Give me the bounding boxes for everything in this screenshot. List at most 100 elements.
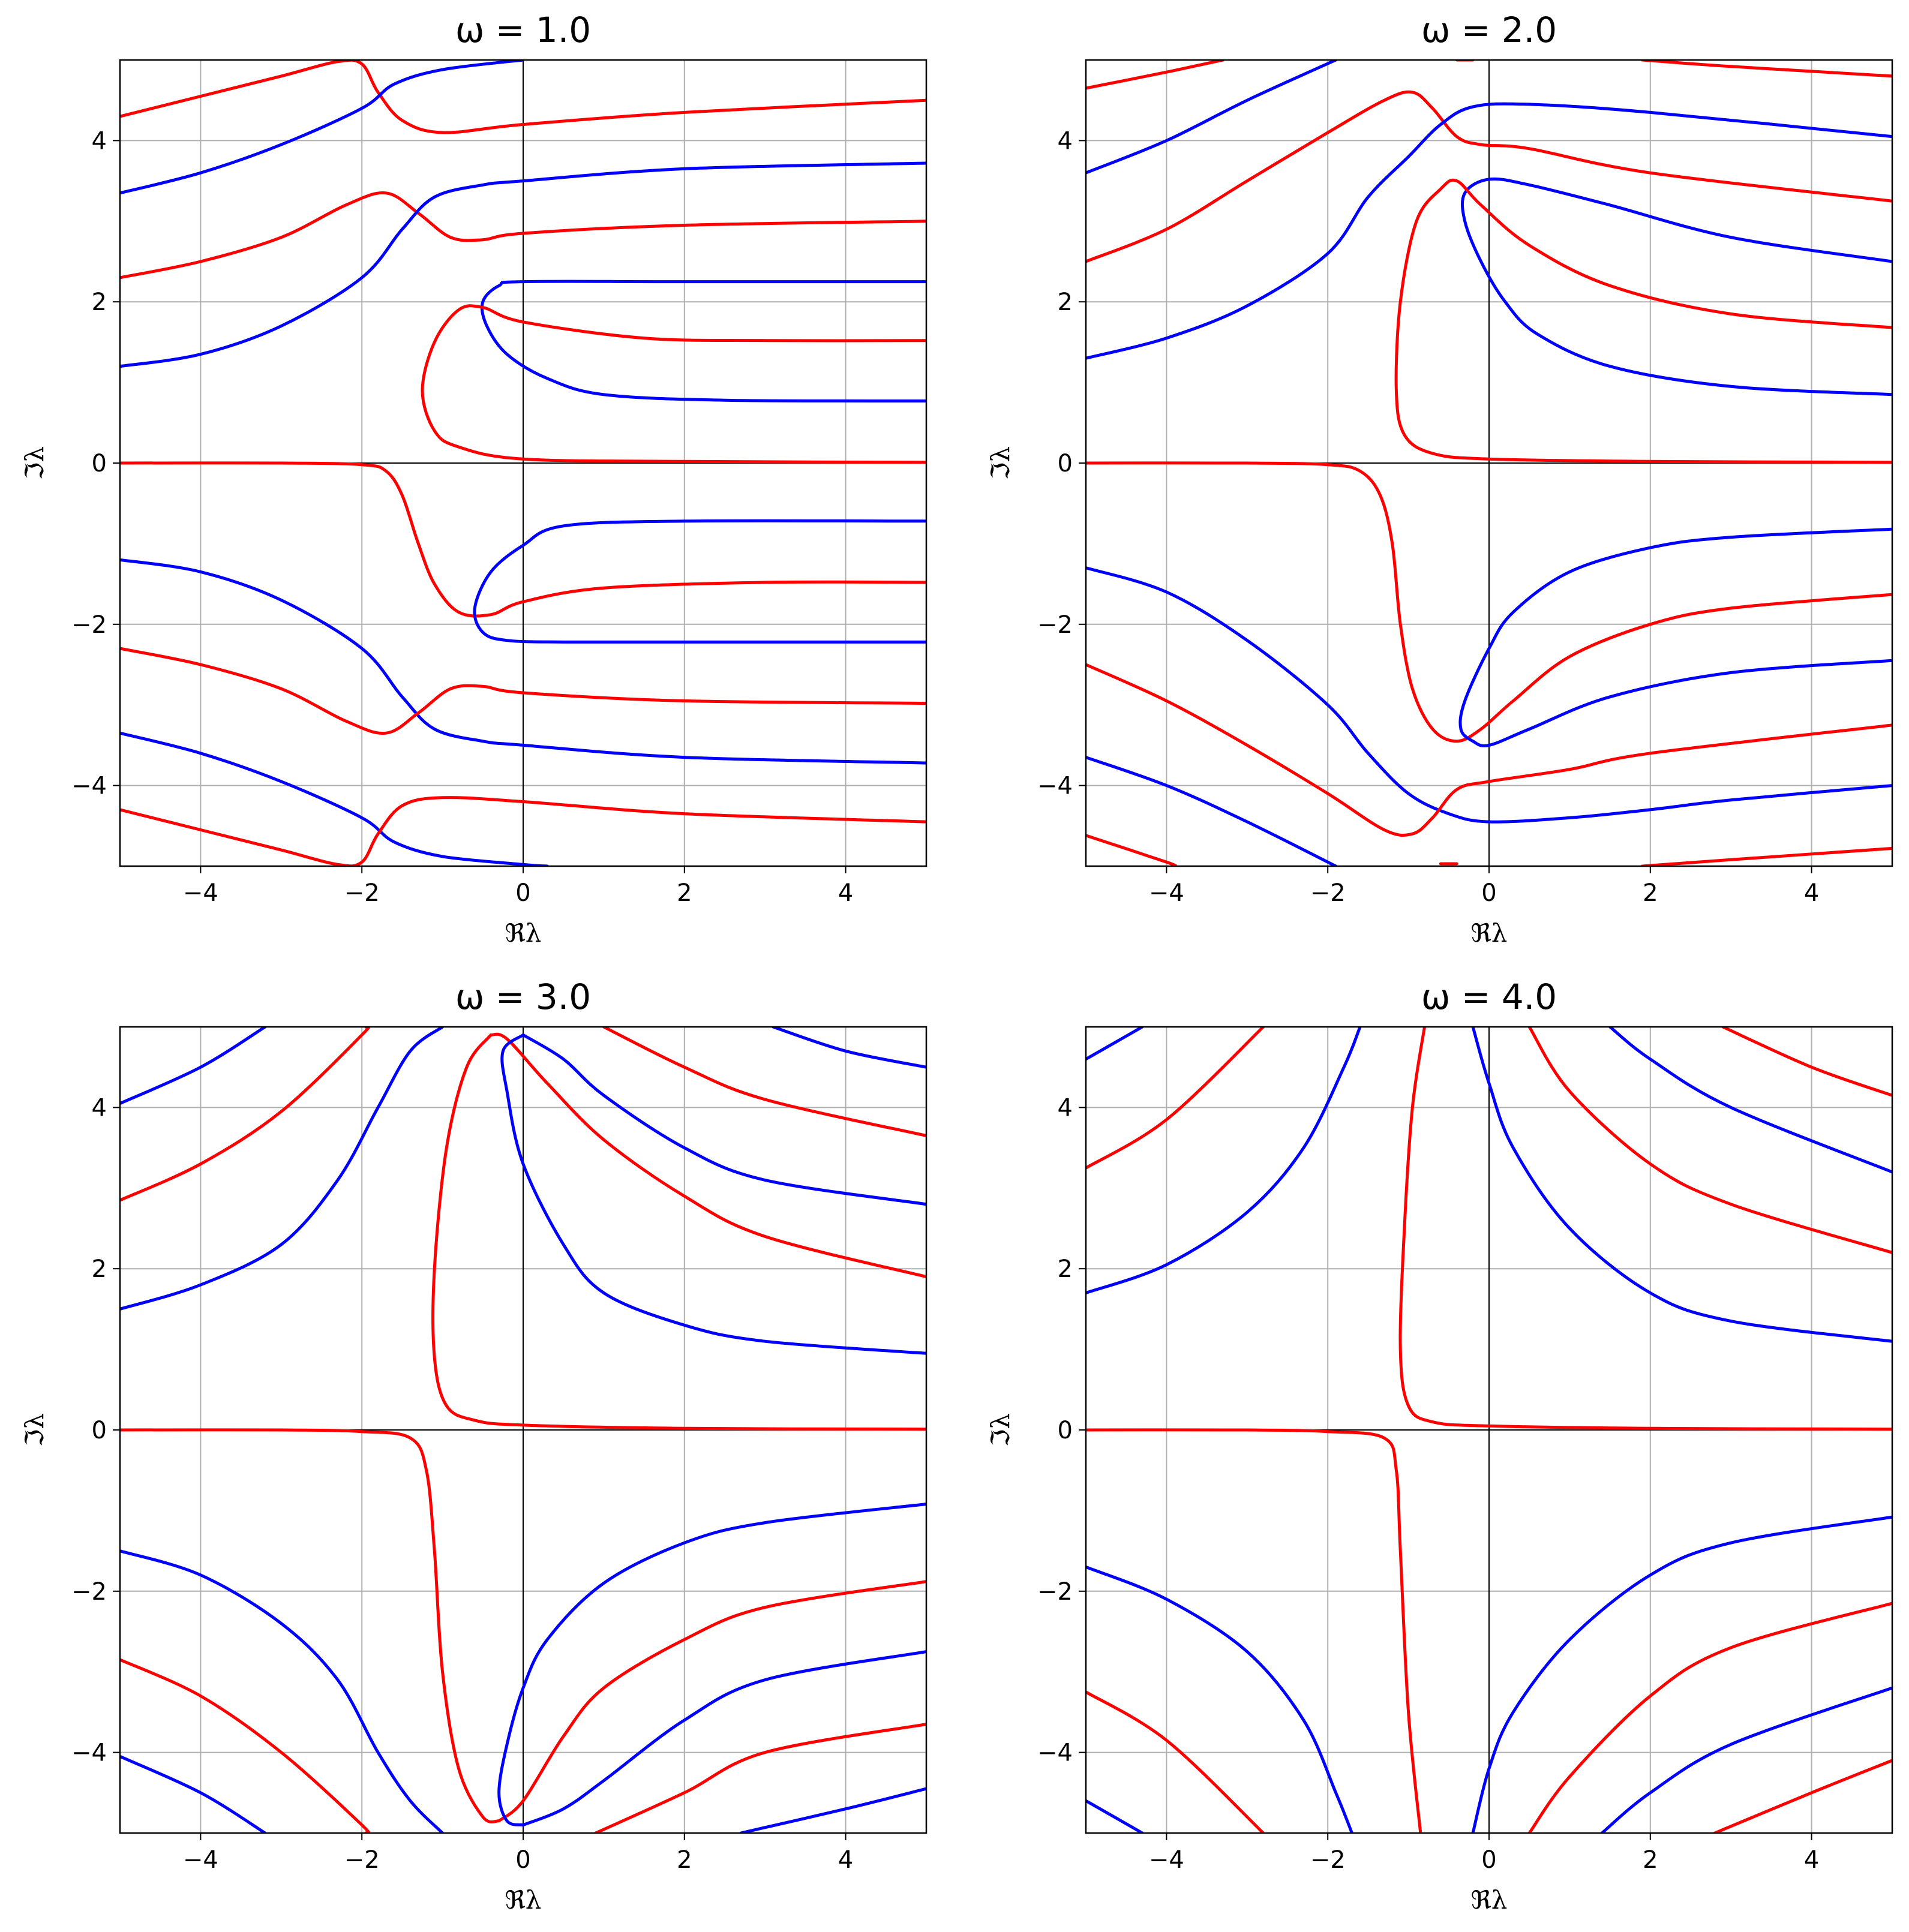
- curves: [120, 1027, 926, 1833]
- subplot-omega-3: ω = 3.0 ℜλ ℑλ −4 −2 0 2 4 4 2 0 −2 −4: [20, 976, 928, 1915]
- red-curve: [1086, 1428, 1422, 1833]
- ticks: −4 −2 0 2 4 4 2 0 −2 −4: [71, 1094, 853, 1874]
- red-curve: [120, 60, 926, 134]
- x-axis-label: ℜλ: [1471, 918, 1508, 948]
- red-curve: [1640, 60, 1892, 78]
- x-tick-label: 4: [838, 1846, 853, 1874]
- x-tick-label: 0: [515, 1846, 530, 1874]
- red-curve: [1713, 1759, 1892, 1833]
- blue-curve: [1471, 1027, 1892, 1343]
- subplot-title: ω = 1.0: [455, 10, 591, 50]
- blue-curve: [120, 1549, 445, 1833]
- x-tick-label: 4: [1804, 879, 1819, 907]
- red-curve: [1527, 1602, 1892, 1833]
- y-tick-label: −4: [71, 1739, 107, 1767]
- ticks: −4 −2 0 2 4 4 2 0 −2 −4: [1037, 1094, 1819, 1874]
- blue-curve: [1086, 60, 1338, 175]
- blue-curve: [1086, 566, 1892, 824]
- blue-curve: [120, 1754, 267, 1833]
- x-axis-label: ℜλ: [1471, 1885, 1508, 1915]
- x-tick-label: −4: [1149, 1846, 1184, 1874]
- blue-curve: [1086, 756, 1338, 866]
- red-curve: [1086, 90, 1892, 263]
- blue-curve: [1471, 1515, 1892, 1833]
- y-tick-label: −4: [1037, 1739, 1073, 1767]
- y-tick-label: 4: [1058, 127, 1073, 155]
- x-tick-label: −2: [1310, 879, 1346, 907]
- y-tick-label: −2: [1037, 1578, 1073, 1606]
- red-curve: [1721, 1027, 1892, 1097]
- curves: [1086, 1027, 1892, 1833]
- blue-curve: [772, 1027, 926, 1069]
- red-curve: [120, 191, 926, 280]
- y-axis-label: ℑλ: [20, 446, 49, 480]
- subplot-title: ω = 2.0: [1421, 10, 1557, 50]
- x-tick-label: 0: [1481, 879, 1496, 907]
- blue-curve: [521, 1033, 926, 1206]
- subplot-title: ω = 4.0: [1421, 976, 1557, 1017]
- red-curve: [1398, 1027, 1892, 1431]
- x-tick-label: −2: [1310, 1846, 1346, 1874]
- subplot-title: ω = 3.0: [455, 976, 591, 1017]
- red-curve: [1640, 846, 1892, 866]
- blue-curve: [1086, 1027, 1362, 1294]
- red-curve: [1394, 178, 1892, 464]
- blue-curve: [1086, 1566, 1353, 1833]
- x-tick-label: −2: [344, 879, 380, 907]
- blue-curve: [521, 1650, 926, 1827]
- blue-curve: [1600, 1686, 1892, 1833]
- y-tick-label: −2: [71, 1578, 107, 1606]
- x-tick-label: −4: [183, 879, 218, 907]
- blue-curve: [1461, 177, 1892, 396]
- ticks: −4 −2 0 2 4 4 2 0 −2 −4: [1037, 127, 1819, 907]
- blue-curve: [1086, 1799, 1144, 1833]
- blue-curve: [120, 161, 926, 368]
- x-axis-label: ℜλ: [505, 1885, 542, 1915]
- red-curve: [421, 304, 926, 464]
- red-curve: [1086, 461, 1892, 743]
- ticks: −4 −2 0 2 4 4 2 0 −2 −4: [71, 127, 853, 907]
- blue-curve: [120, 558, 926, 765]
- y-tick-label: 0: [92, 450, 107, 477]
- curves: [120, 60, 926, 866]
- y-tick-label: −2: [1037, 611, 1073, 639]
- y-tick-label: 4: [92, 1094, 107, 1122]
- y-tick-label: −4: [71, 773, 107, 800]
- blue-curve: [739, 1787, 926, 1833]
- x-tick-label: −4: [1149, 879, 1184, 907]
- y-tick-label: 4: [92, 127, 107, 155]
- x-tick-label: −2: [344, 1846, 380, 1874]
- y-tick-label: 0: [1058, 450, 1073, 477]
- y-tick-label: 0: [1058, 1417, 1073, 1444]
- y-tick-label: 4: [1058, 1094, 1073, 1122]
- x-tick-label: 2: [1643, 1846, 1658, 1874]
- y-axis-label: ℑλ: [986, 1413, 1015, 1447]
- blue-curve: [500, 1033, 926, 1355]
- blue-curve: [1086, 1027, 1144, 1061]
- blue-curve: [473, 519, 926, 644]
- red-curve: [120, 461, 926, 618]
- x-tick-label: −4: [183, 1846, 218, 1874]
- x-tick-label: 2: [1643, 879, 1658, 907]
- red-curve: [1086, 1690, 1265, 1833]
- red-curve: [1086, 1027, 1265, 1170]
- red-curve: [120, 647, 926, 735]
- red-curve: [120, 796, 926, 866]
- x-tick-label: 0: [1481, 1846, 1496, 1874]
- x-tick-label: 2: [677, 1846, 692, 1874]
- blue-curve: [120, 60, 525, 195]
- blue-curve: [120, 1027, 445, 1311]
- blue-curve: [120, 731, 549, 866]
- blue-curve: [1458, 527, 1892, 747]
- x-tick-label: 4: [838, 879, 853, 907]
- red-curve: [120, 1428, 501, 1824]
- red-curve: [497, 1580, 926, 1823]
- y-axis-label: ℑλ: [986, 446, 1015, 480]
- red-curve: [602, 1027, 926, 1137]
- blue-curve: [120, 1027, 267, 1105]
- x-tick-label: 0: [515, 879, 530, 907]
- red-curve: [120, 1658, 371, 1833]
- blue-curve: [1608, 1027, 1892, 1174]
